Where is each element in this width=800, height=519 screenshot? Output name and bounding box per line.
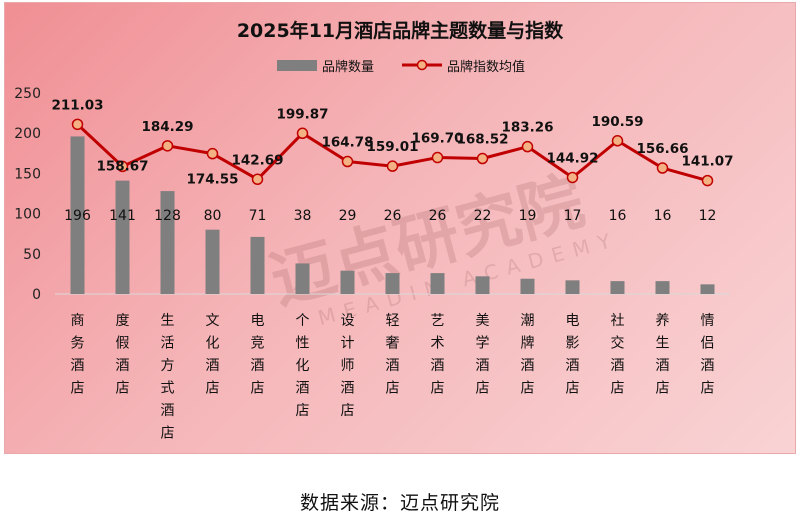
line-point — [206, 147, 219, 160]
line-point — [251, 173, 264, 186]
x-tick-label: 商务酒店 — [71, 313, 85, 397]
bar-value-label: 16 — [609, 208, 627, 224]
bar — [340, 270, 355, 294]
line-value-label: 190.59 — [591, 114, 643, 130]
line-value-label: 159.01 — [366, 139, 418, 155]
line-value-label: 158.67 — [96, 158, 148, 174]
bar-value-label: 128 — [154, 208, 181, 224]
y-tick-label: 200 — [14, 126, 41, 142]
x-tick-label: 情侣酒店 — [701, 313, 715, 397]
chart-title: 2025年11月酒店品牌主题数量与指数 — [237, 19, 564, 42]
line-value-label: 144.92 — [546, 150, 598, 166]
x-tick-label: 社交酒店 — [611, 313, 625, 397]
line-value-label: 141.07 — [681, 154, 733, 170]
bar-value-label: 19 — [519, 208, 537, 224]
line-point — [431, 151, 444, 164]
bar — [700, 284, 715, 294]
bar-value-label: 12 — [699, 208, 717, 224]
x-tick-label: 养生酒店 — [656, 313, 670, 397]
x-tick-label: 潮牌酒店 — [521, 313, 535, 397]
x-tick-label: 美学酒店 — [476, 313, 490, 397]
x-tick-label: 艺术酒店 — [431, 313, 445, 397]
line-point — [116, 160, 129, 173]
y-tick-label: 250 — [14, 86, 41, 102]
line-point — [701, 174, 714, 187]
bar — [475, 276, 490, 294]
bar — [205, 229, 220, 294]
legend-bar-swatch — [277, 60, 317, 71]
bar — [160, 191, 175, 294]
bar — [655, 281, 670, 294]
y-tick-label: 0 — [32, 287, 41, 303]
bar — [610, 281, 625, 294]
line-point — [341, 155, 354, 168]
line-value-label: 211.03 — [51, 97, 103, 113]
x-tick-label: 生活方式酒店 — [161, 313, 175, 442]
line-value-label: 169.70 — [411, 131, 463, 147]
chart-panel: 迈点研究院 MEADIN ACADEMY 2025年11月酒店品牌主题数量与指数… — [4, 2, 796, 454]
bar — [520, 278, 535, 294]
line-point — [71, 118, 84, 131]
x-tick-label: 个性化酒店 — [296, 313, 310, 419]
line-value-label: 164.78 — [321, 135, 373, 151]
line-value-label: 156.66 — [636, 141, 688, 157]
y-tick-label: 50 — [23, 247, 41, 263]
legend-line-marker — [416, 59, 428, 71]
line-point — [296, 127, 309, 140]
line-value-label: 183.26 — [501, 120, 553, 136]
legend-bar-label: 品牌数量 — [322, 59, 374, 75]
bar — [385, 273, 400, 294]
bar — [115, 180, 130, 294]
bar-value-label: 17 — [564, 208, 582, 224]
line-value-label: 142.69 — [231, 152, 283, 168]
bar-value-label: 26 — [429, 208, 447, 224]
bar-value-label: 71 — [249, 208, 267, 224]
line-point — [386, 160, 399, 172]
bar-value-label: 141 — [109, 208, 136, 224]
bar — [295, 263, 310, 294]
line-value-label: 184.29 — [141, 119, 193, 135]
line-point — [611, 135, 624, 147]
line-point — [566, 171, 579, 184]
line-value-label: 199.87 — [276, 106, 328, 122]
x-tick-label: 文化酒店 — [206, 313, 220, 397]
bar — [250, 236, 265, 294]
x-tick-label: 设计师酒店 — [341, 313, 355, 419]
bar-value-label: 196 — [64, 208, 91, 224]
data-source-caption: 数据来源：迈点研究院 — [299, 492, 500, 514]
x-tick-label: 轻奢酒店 — [386, 313, 400, 397]
bar-value-label: 29 — [339, 208, 357, 224]
line-point — [656, 162, 669, 174]
bar-value-label: 16 — [654, 208, 672, 224]
bar-value-label: 26 — [384, 208, 402, 224]
line-value-label: 174.55 — [186, 172, 238, 188]
bar-value-label: 80 — [204, 208, 222, 224]
line-point — [476, 152, 489, 165]
legend: 品牌数量 品牌指数均值 — [277, 59, 525, 75]
bar — [565, 280, 580, 294]
line-point — [161, 140, 174, 152]
chart-svg: 迈点研究院 MEADIN ACADEMY 2025年11月酒店品牌主题数量与指数… — [14, 19, 733, 442]
bar-value-label: 22 — [474, 208, 492, 224]
x-tick-label: 电影酒店 — [566, 313, 580, 397]
plot-area: 0 50 100 150 200 250 196 141 128 80 71 38 29 26 26 22 19… — [14, 86, 733, 442]
x-tick-label: 电竞酒店 — [251, 313, 265, 397]
line-value-label: 168.52 — [456, 132, 508, 148]
y-tick-label: 150 — [14, 166, 41, 182]
watermark: 迈点研究院 MEADIN ACADEMY — [263, 165, 621, 331]
bar — [430, 273, 445, 294]
bar-value-label: 38 — [294, 208, 312, 224]
legend-line-label: 品牌指数均值 — [447, 59, 525, 75]
y-tick-label: 100 — [14, 207, 41, 223]
x-tick-label: 度假酒店 — [116, 313, 130, 397]
bar — [70, 136, 85, 294]
line-point — [521, 140, 534, 153]
